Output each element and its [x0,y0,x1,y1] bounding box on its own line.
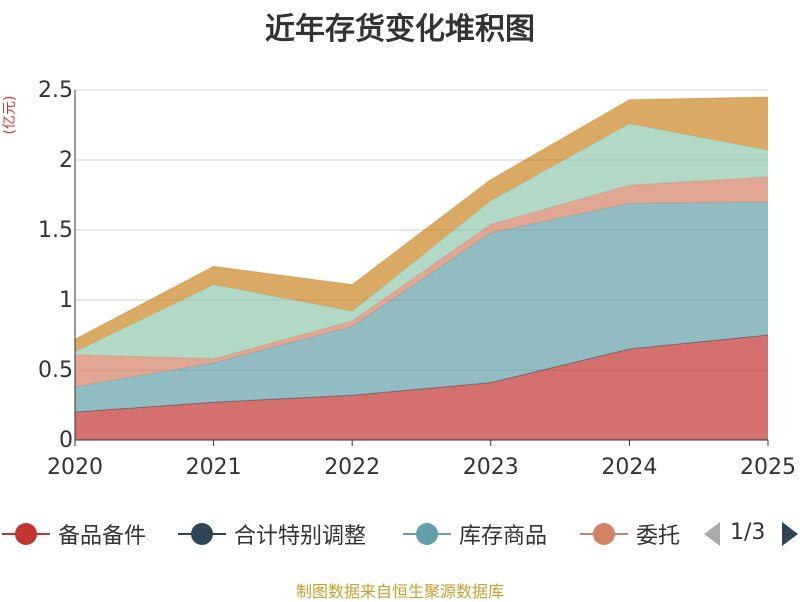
x-tick-label: 2022 [324,455,380,480]
legend-label: 合计特别调整 [234,524,367,549]
area-series [74,96,769,440]
legend-item-1[interactable]: 合计特别调整 [178,516,366,552]
y-tick-label: 1.5 [38,218,73,243]
legend-item-0[interactable]: 备品备件 [2,516,146,552]
chart-title: 近年存货变化堆积图 [265,12,535,47]
legend-label: 委托 [636,524,681,549]
legend-pager: 1/3 [700,516,800,552]
legend-item-2[interactable]: 库存商品 [403,516,547,552]
series-line-2 [74,201,769,388]
x-tick-label: 2024 [601,455,657,480]
data-source-note: 制图数据来自恒生聚源数据库 [295,582,504,601]
y-tick-label: 1 [59,288,73,313]
legend-page-indicator: 1/3 [730,520,766,545]
legend-item-3[interactable]: 委托 [580,516,680,552]
area-series-3 [75,176,768,387]
x-tick-label: 2021 [186,455,242,480]
y-tick-label: 0.5 [38,358,73,383]
y-tick-label: 0 [59,428,73,453]
area-series-5 [75,97,768,352]
area-series-0 [75,335,768,440]
series-line-3 [74,176,769,360]
legend-label: 库存商品 [459,524,548,549]
y-tick-label: 2.5 [38,78,73,103]
x-tick-label: 2023 [463,455,519,480]
area-series-2 [75,202,768,412]
series-line-5 [74,96,769,340]
legend-marker-icon [403,523,451,545]
area-series-4 [75,123,768,359]
legend-marker-icon [2,523,50,545]
axes: 0 0.5 1 1.5 2 2.5 2020 2021 2022 2023 2024 2025 [38,78,796,480]
legend-marker-icon [178,523,226,545]
page-next-icon[interactable] [778,516,800,552]
legend: 备品备件 合计特别调整 库存商品 委托 [0,516,800,552]
legend-marker-icon [580,523,628,545]
page-prev-icon[interactable] [702,516,726,552]
x-tick-label: 2020 [47,455,103,480]
legend-label: 备品备件 [58,524,147,549]
x-tick-label: 2025 [740,455,796,480]
y-axis-unit-label: (亿元) [2,96,18,135]
y-tick-label: 2 [59,148,73,173]
